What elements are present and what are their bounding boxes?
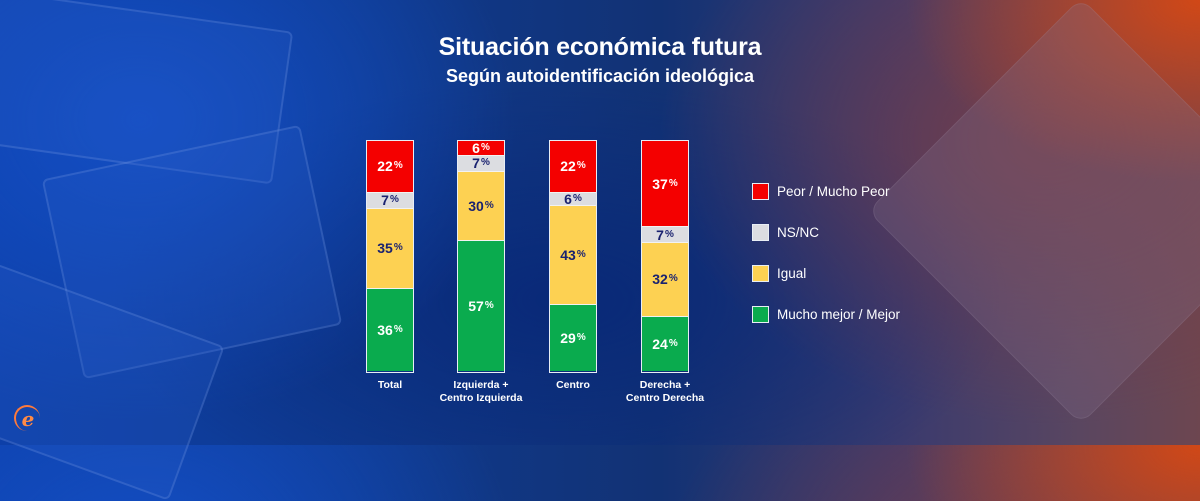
bar-segment-nsnc: 7%: [458, 154, 504, 171]
data-label: 7: [381, 192, 389, 208]
data-label-unit: %: [576, 332, 586, 344]
x-tick-label: Derecha + Centro Derecha: [625, 379, 705, 404]
bar-1: 6% 7% 30% 57%: [457, 140, 505, 373]
data-label: 7: [472, 155, 480, 171]
data-label-unit: %: [668, 177, 678, 189]
data-label: 22: [377, 158, 393, 175]
data-label-unit: %: [480, 141, 490, 153]
bar-segment-peor: 22%: [550, 141, 596, 192]
data-label: 6: [564, 191, 572, 206]
legend-swatch: [752, 305, 769, 323]
bar-segment-mejor: 29%: [550, 304, 596, 371]
data-label: 43: [560, 247, 576, 264]
legend-swatch: [752, 264, 769, 282]
bar-segment-nsnc: 7%: [367, 191, 413, 208]
x-tick-label: Total: [377, 379, 403, 391]
data-label-unit: %: [668, 273, 678, 285]
legend-item-igual: Igual: [752, 263, 900, 283]
logo-glyph: e: [21, 407, 35, 431]
data-label: 24: [652, 335, 668, 352]
chart-title: Situación económica futura: [438, 33, 762, 61]
data-label-unit: %: [393, 160, 403, 172]
data-label-unit: %: [576, 249, 586, 261]
data-label: 29: [560, 330, 576, 347]
data-label: 57: [468, 297, 484, 314]
bar-segment-peor: 37%: [642, 141, 688, 227]
data-label: 6: [472, 141, 480, 155]
data-label-unit: %: [393, 324, 403, 336]
bar-segment-mejor: 24%: [642, 315, 688, 371]
legend-label: Igual: [777, 265, 807, 281]
legend-item-peor: Peor / Mucho Peor: [752, 181, 900, 201]
e-logo-icon: e: [14, 405, 40, 431]
data-label-unit: %: [668, 337, 678, 349]
legend-label: NS/NC: [777, 224, 820, 240]
bar-segment-peor: 6%: [458, 141, 504, 155]
data-label: 37: [652, 175, 668, 192]
data-label: 30: [468, 197, 484, 214]
data-label-unit: %: [480, 157, 490, 169]
legend-item-mejor: Mucho mejor / Mejor: [752, 304, 900, 324]
data-label: 36: [377, 322, 393, 339]
data-label-unit: %: [572, 192, 582, 204]
legend-item-nsnc: NS/NC: [752, 222, 900, 242]
data-label-unit: %: [664, 228, 674, 240]
data-label: 22: [560, 158, 576, 175]
legend-swatch: [752, 223, 769, 241]
bar-2: 22% 6% 43% 29%: [549, 140, 597, 373]
bar-0: 22% 7% 35% 36%: [366, 140, 414, 373]
x-tick-label: Izquierda + Centro Izquierda: [439, 379, 523, 404]
bar-segment-igual: 32%: [642, 242, 688, 316]
data-label-unit: %: [484, 199, 494, 211]
bar-3: 37% 7% 32% 24%: [641, 140, 689, 373]
chart-legend: Peor / Mucho Peor NS/NC Igual Mucho mejor /…: [752, 181, 900, 345]
bar-segment-peor: 22%: [367, 141, 413, 192]
legend-label: Peor / Mucho Peor: [777, 183, 890, 199]
bar-segment-igual: 43%: [550, 205, 596, 305]
data-label-unit: %: [393, 242, 403, 254]
legend-swatch: [752, 182, 769, 200]
stacked-bar-chart: 22% 7% 35% 36% Total 6% 7% 30% 57% Izquierda + Ce…: [366, 140, 705, 404]
bar-segment-igual: 35%: [367, 207, 413, 289]
data-label: 35: [377, 240, 393, 257]
bar-segment-nsnc: 6%: [550, 191, 596, 206]
chart-subtitle: Según autoidentificación ideológica: [445, 66, 755, 86]
data-label: 32: [652, 271, 668, 288]
legend-label: Mucho mejor / Mejor: [777, 306, 901, 322]
x-tick-label: Centro: [556, 379, 590, 391]
data-label: 7: [656, 226, 664, 243]
bar-segment-mejor: 57%: [458, 239, 504, 371]
data-label-unit: %: [484, 299, 494, 311]
data-label-unit: %: [389, 194, 399, 206]
bar-segment-mejor: 36%: [367, 288, 413, 371]
bar-segment-igual: 30%: [458, 170, 504, 240]
bar-segment-nsnc: 7%: [642, 226, 688, 243]
data-label-unit: %: [576, 160, 586, 172]
